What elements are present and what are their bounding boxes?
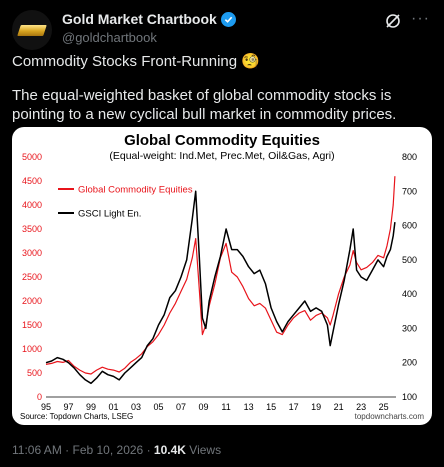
y-left-tick-label: 3000 bbox=[22, 248, 42, 258]
x-tick-label: 99 bbox=[86, 402, 96, 412]
grok-icon[interactable] bbox=[384, 12, 402, 30]
x-tick-label: 01 bbox=[109, 402, 119, 412]
x-tick-label: 11 bbox=[221, 402, 230, 412]
chart-svg: Global Commodity Equities(Equal-weight: … bbox=[20, 132, 425, 421]
y-right-tick-label: 400 bbox=[402, 289, 417, 299]
y-left-tick-label: 1500 bbox=[22, 320, 42, 330]
chart-source: Source: Topdown Charts, LSEG bbox=[20, 412, 133, 421]
x-tick-label: 03 bbox=[131, 402, 141, 412]
x-tick-label: 97 bbox=[64, 402, 74, 412]
x-tick-label: 95 bbox=[41, 402, 51, 412]
verified-badge-icon[interactable] bbox=[220, 11, 236, 27]
y-right-tick-label: 300 bbox=[402, 323, 417, 333]
x-tick-label: 25 bbox=[379, 402, 389, 412]
author-name-row: Gold Market Chartbook bbox=[62, 11, 236, 27]
series-line bbox=[45, 176, 396, 375]
x-tick-label: 09 bbox=[199, 402, 209, 412]
post-meta: 11:06 AM · Feb 10, 2026 · 10.4K Views bbox=[12, 443, 222, 457]
y-right-tick-label: 800 bbox=[402, 152, 417, 162]
legend-label: GSCI Light En. bbox=[78, 209, 141, 220]
y-right-tick-label: 700 bbox=[402, 186, 417, 196]
more-icon[interactable]: ··· bbox=[411, 10, 430, 27]
chart-watermark: topdowncharts.com bbox=[355, 412, 425, 421]
y-left-tick-label: 2500 bbox=[22, 272, 42, 282]
gold-bar-logo bbox=[17, 25, 47, 36]
x-tick-label: 13 bbox=[244, 402, 254, 412]
series-line bbox=[45, 190, 396, 385]
views-count: 10.4K bbox=[153, 443, 186, 457]
y-left-tick-label: 500 bbox=[27, 368, 42, 378]
post-text-line1: Commodity Stocks Front-Running 🧐 bbox=[12, 53, 260, 70]
x-tick-label: 17 bbox=[289, 402, 299, 412]
x-tick-label: 07 bbox=[176, 402, 186, 412]
y-left-tick-label: 2000 bbox=[22, 296, 42, 306]
y-right-tick-label: 100 bbox=[402, 392, 417, 402]
chart-image[interactable]: Global Commodity Equities (Equal-weight: … bbox=[12, 127, 432, 425]
y-left-tick-label: 5000 bbox=[22, 152, 42, 162]
post-header: Gold Market Chartbook @goldchartbook ··· bbox=[12, 8, 432, 50]
chart-subtitle: (Equal-weight: Ind.Met, Prec.Met, Oil&Ga… bbox=[109, 150, 334, 162]
y-left-tick-label: 3500 bbox=[22, 224, 42, 234]
post-text-body: The equal-weighted basket of global comm… bbox=[12, 87, 397, 123]
y-left-tick-label: 0 bbox=[37, 392, 42, 402]
legend-label: Global Commodity Equities bbox=[78, 185, 193, 196]
display-name[interactable]: Gold Market Chartbook bbox=[62, 11, 217, 27]
x-tick-label: 23 bbox=[356, 402, 366, 412]
x-tick-label: 21 bbox=[334, 402, 344, 412]
y-right-tick-label: 500 bbox=[402, 255, 417, 265]
y-right-tick-label: 200 bbox=[402, 358, 417, 368]
y-left-tick-label: 4500 bbox=[22, 176, 42, 186]
views-label: Views bbox=[189, 443, 222, 457]
y-left-tick-label: 1000 bbox=[22, 344, 42, 354]
x-tick-label: 15 bbox=[266, 402, 276, 412]
y-left-tick-label: 4000 bbox=[22, 200, 42, 210]
avatar[interactable] bbox=[12, 10, 52, 50]
chart-title: Global Commodity Equities bbox=[124, 132, 320, 149]
post-time[interactable]: 11:06 AM bbox=[12, 443, 62, 457]
x-tick-label: 19 bbox=[311, 402, 321, 412]
y-right-tick-label: 600 bbox=[402, 221, 417, 231]
post-date[interactable]: Feb 10, 2026 bbox=[72, 443, 144, 457]
handle[interactable]: @goldchartbook bbox=[62, 30, 157, 45]
x-tick-label: 05 bbox=[154, 402, 164, 412]
